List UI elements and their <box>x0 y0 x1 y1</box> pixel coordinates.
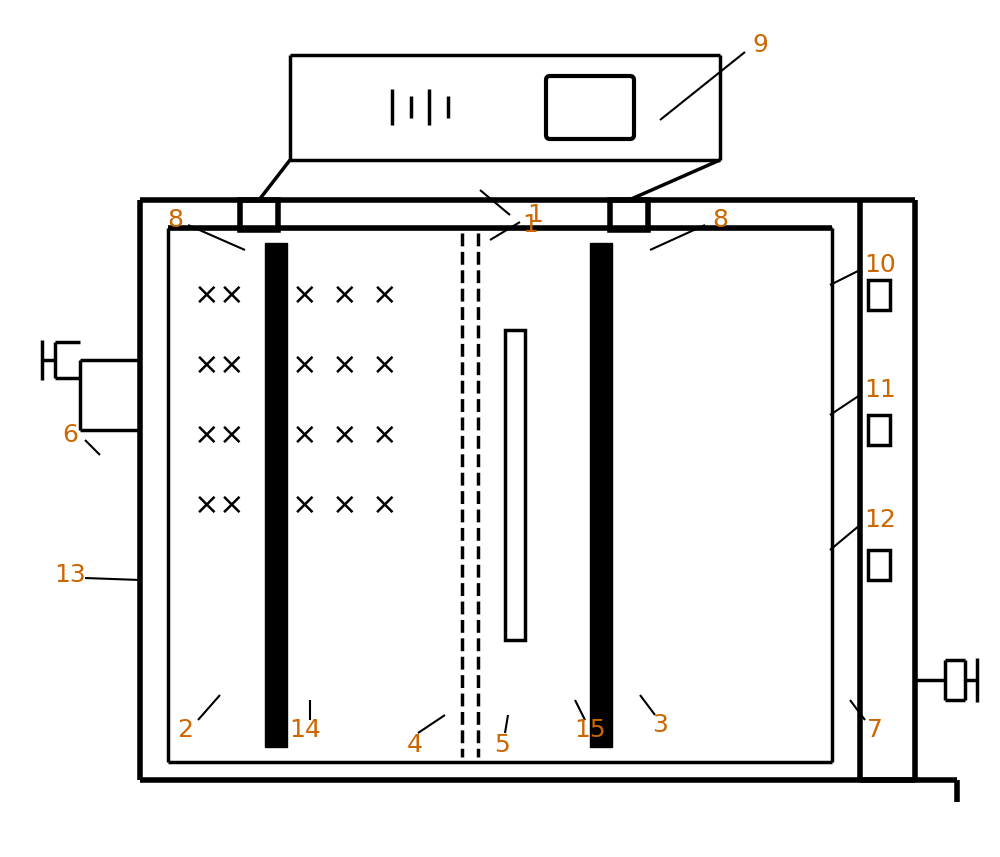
Bar <box>868 280 890 310</box>
Text: ×: × <box>372 490 398 519</box>
Bar <box>265 243 287 747</box>
Text: ×: × <box>292 351 318 380</box>
Text: ×: × <box>194 490 220 519</box>
Text: ×: × <box>372 280 398 309</box>
Text: ×: × <box>219 280 245 309</box>
Text: ×: × <box>292 280 318 309</box>
Text: ×: × <box>372 351 398 380</box>
Text: 10: 10 <box>864 253 896 277</box>
Text: ×: × <box>292 490 318 519</box>
Text: ×: × <box>194 280 220 309</box>
Text: ×: × <box>332 421 358 450</box>
Text: ×: × <box>372 421 398 450</box>
Text: 8: 8 <box>712 208 728 232</box>
Text: 14: 14 <box>289 718 321 742</box>
Text: ×: × <box>292 421 318 450</box>
Bar <box>240 200 278 230</box>
Text: 6: 6 <box>62 423 78 447</box>
Text: 1: 1 <box>527 203 543 227</box>
Text: ×: × <box>219 351 245 380</box>
Text: ×: × <box>219 421 245 450</box>
Text: 3: 3 <box>652 713 668 737</box>
Text: 4: 4 <box>407 733 423 757</box>
Text: 2: 2 <box>177 718 193 742</box>
Text: 9: 9 <box>752 33 768 57</box>
Text: ×: × <box>194 421 220 450</box>
Bar <box>868 415 890 445</box>
Text: 13: 13 <box>54 563 86 587</box>
Text: ×: × <box>332 490 358 519</box>
Text: ×: × <box>219 490 245 519</box>
Text: 12: 12 <box>864 508 896 532</box>
Text: ×: × <box>194 351 220 380</box>
Text: 1: 1 <box>522 213 538 237</box>
Bar <box>505 330 525 640</box>
Bar <box>590 243 612 747</box>
Text: 8: 8 <box>167 208 183 232</box>
FancyBboxPatch shape <box>546 76 634 139</box>
Bar <box>868 550 890 580</box>
Text: ×: × <box>332 280 358 309</box>
Text: 7: 7 <box>867 718 883 742</box>
Text: 11: 11 <box>864 378 896 402</box>
Bar <box>610 200 648 230</box>
Text: 15: 15 <box>574 718 606 742</box>
Text: 5: 5 <box>494 733 510 757</box>
Text: ×: × <box>332 351 358 380</box>
